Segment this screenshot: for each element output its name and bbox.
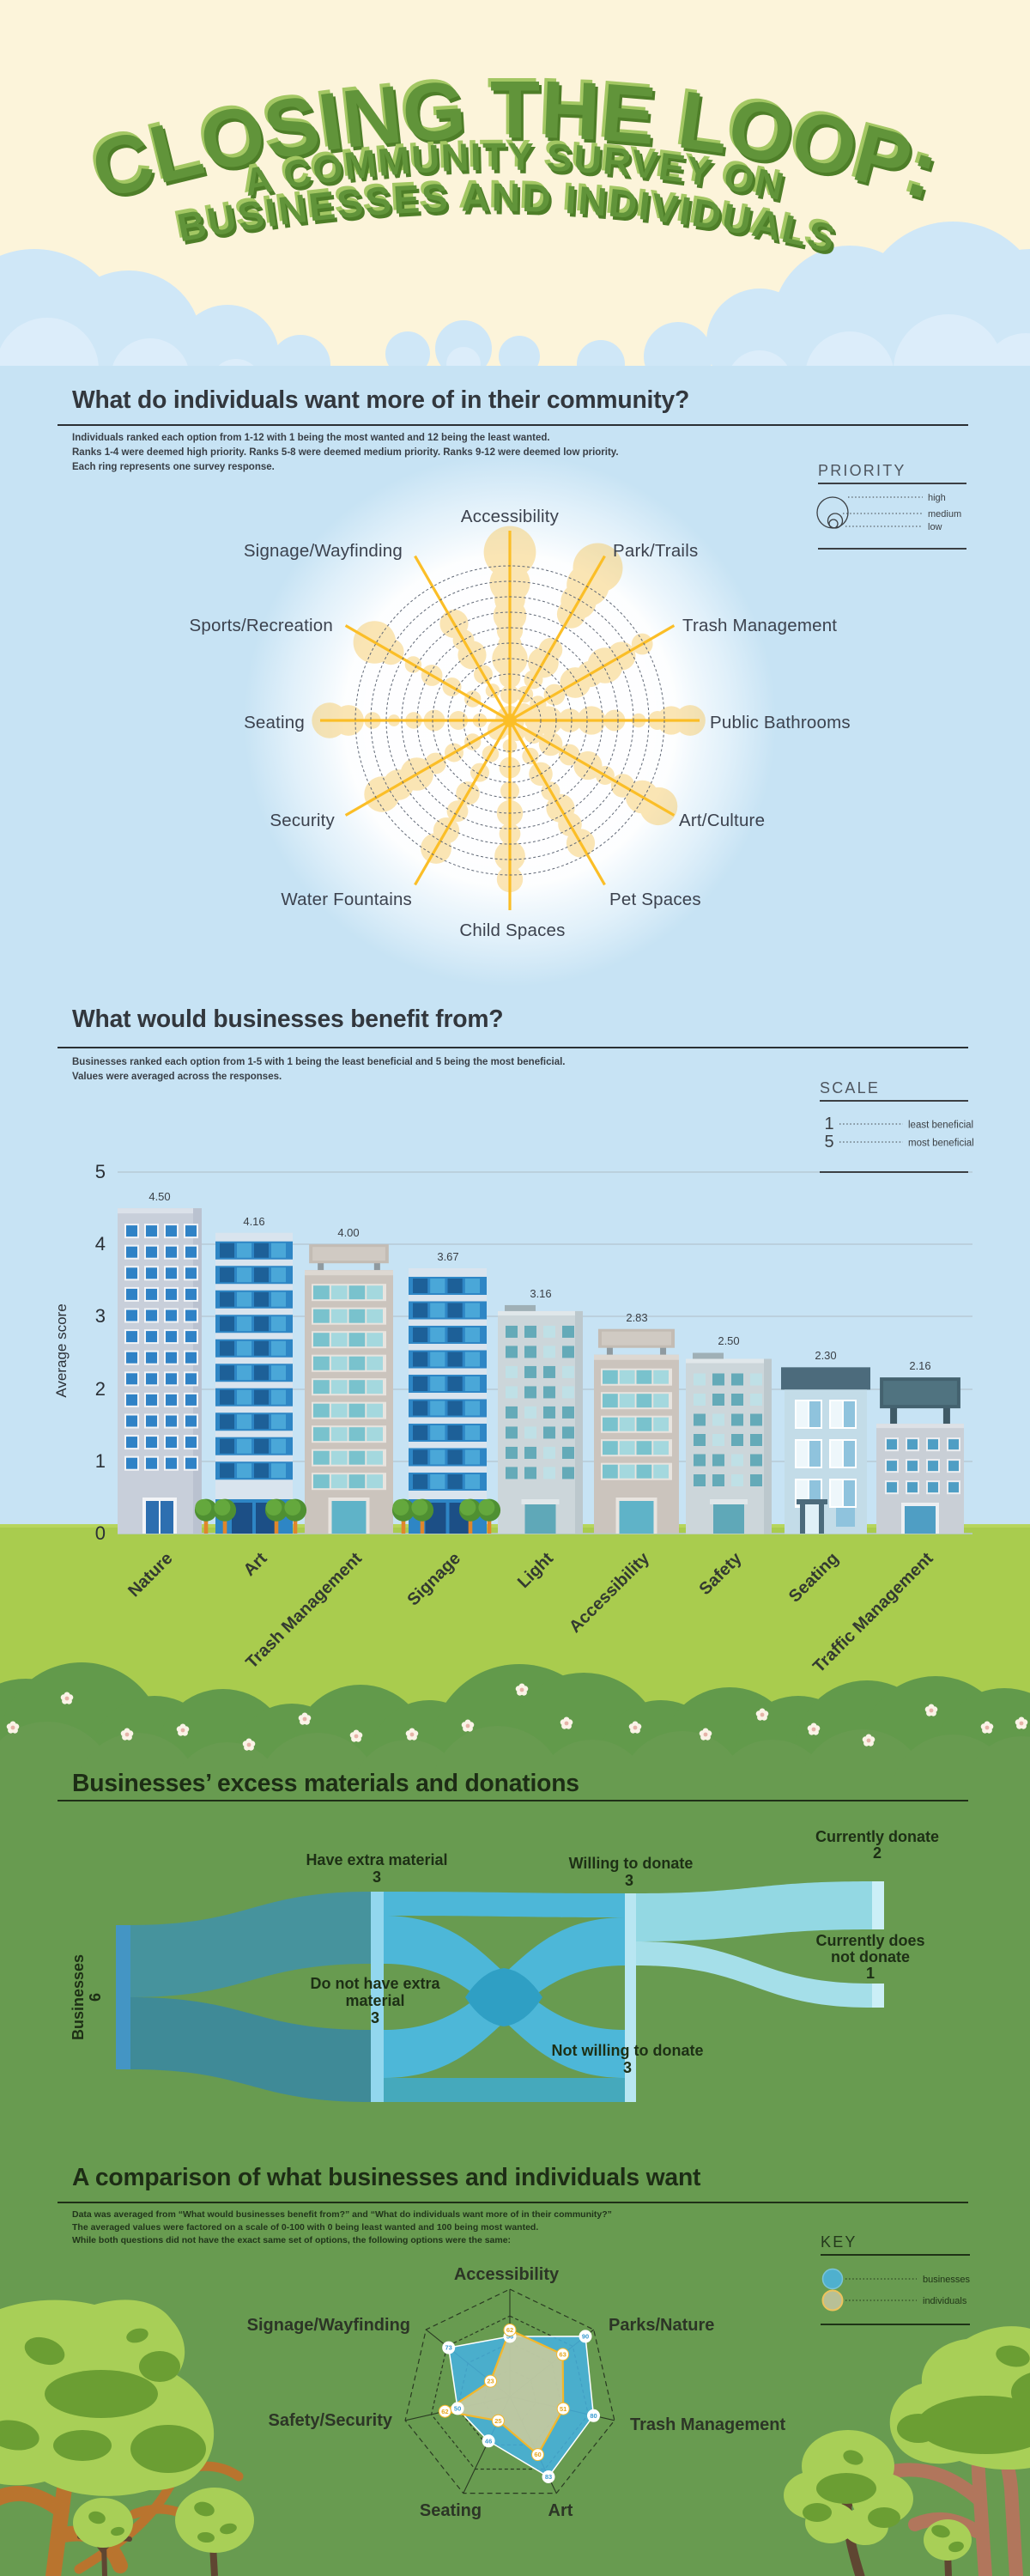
svg-text:PRIORITY: PRIORITY <box>818 462 906 479</box>
svg-text:Park/Trails: Park/Trails <box>613 541 698 561</box>
svg-text:3: 3 <box>625 1872 633 1889</box>
svg-text:2: 2 <box>95 1378 106 1400</box>
svg-text:Pet Spaces: Pet Spaces <box>609 890 701 909</box>
svg-text:50: 50 <box>454 2405 461 2413</box>
svg-text:25: 25 <box>494 2417 501 2425</box>
svg-text:1: 1 <box>95 1450 106 1472</box>
svg-text:Art: Art <box>548 2501 573 2520</box>
svg-text:Signage/Wayfinding: Signage/Wayfinding <box>247 2316 410 2335</box>
svg-text:2: 2 <box>873 1844 882 1862</box>
svg-text:medium: medium <box>928 509 961 519</box>
svg-text:80: 80 <box>590 2412 597 2420</box>
svg-text:83: 83 <box>545 2473 552 2481</box>
svg-text:Accessibility: Accessibility <box>454 2265 560 2284</box>
svg-text:3: 3 <box>373 1868 381 1886</box>
svg-text:4.50: 4.50 <box>148 1190 170 1203</box>
svg-text:businesses: businesses <box>923 2275 971 2285</box>
svg-text:4.16: 4.16 <box>243 1215 264 1228</box>
svg-text:23: 23 <box>487 2378 494 2385</box>
svg-text:high: high <box>928 493 946 503</box>
svg-text:Parks/Nature: Parks/Nature <box>609 2316 714 2335</box>
svg-text:3.67: 3.67 <box>437 1250 458 1263</box>
svg-text:material: material <box>345 1992 404 2009</box>
svg-text:low: low <box>928 522 942 532</box>
svg-text:56: 56 <box>506 2333 513 2341</box>
svg-text:63: 63 <box>559 2351 566 2359</box>
svg-text:3: 3 <box>371 2009 379 2026</box>
svg-text:Trash Management: Trash Management <box>682 616 837 635</box>
svg-text:least beneficial: least beneficial <box>908 1121 973 1131</box>
svg-text:2.83: 2.83 <box>626 1311 647 1324</box>
svg-text:Currently donate: Currently donate <box>815 1828 939 1845</box>
svg-text:Child Spaces: Child Spaces <box>459 920 565 940</box>
svg-text:2.30: 2.30 <box>815 1349 836 1362</box>
svg-text:Public Bathrooms: Public Bathrooms <box>710 713 851 732</box>
svg-text:KEY: KEY <box>821 2233 857 2251</box>
svg-text:Willing to donate: Willing to donate <box>569 1855 694 1872</box>
svg-text:62: 62 <box>506 2326 513 2334</box>
svg-text:Signage/Wayfinding: Signage/Wayfinding <box>244 541 403 561</box>
svg-text:Seating: Seating <box>244 713 305 732</box>
svg-text:3.16: 3.16 <box>530 1287 551 1300</box>
svg-text:Sports/Recreation: Sports/Recreation <box>190 616 333 635</box>
svg-text:Accessibility: Accessibility <box>461 507 560 526</box>
svg-text:1: 1 <box>824 1115 833 1133</box>
svg-text:3: 3 <box>95 1305 106 1327</box>
svg-text:5: 5 <box>95 1161 106 1182</box>
svg-text:6: 6 <box>87 1993 104 2002</box>
svg-text:not donate: not donate <box>831 1948 910 1965</box>
svg-text:Security: Security <box>270 811 335 830</box>
svg-text:Do not have extra: Do not have extra <box>310 1975 440 1992</box>
svg-text:73: 73 <box>445 2344 452 2352</box>
svg-text:Safety/Security: Safety/Security <box>268 2411 392 2430</box>
svg-text:90: 90 <box>582 2333 589 2341</box>
svg-text:Businesses: Businesses <box>70 1954 87 2040</box>
svg-text:Water Fountains: Water Fountains <box>281 890 412 909</box>
svg-text:3: 3 <box>623 2059 632 2076</box>
svg-text:Seating: Seating <box>420 2501 482 2520</box>
svg-text:62: 62 <box>441 2408 448 2415</box>
svg-text:1: 1 <box>866 1965 875 1982</box>
svg-text:individuals: individuals <box>923 2296 967 2306</box>
svg-text:Currently does: Currently does <box>815 1932 924 1949</box>
svg-text:SCALE: SCALE <box>820 1079 880 1097</box>
svg-text:2.16: 2.16 <box>909 1359 930 1372</box>
svg-text:Art/Culture: Art/Culture <box>679 811 765 830</box>
svg-text:Average score: Average score <box>53 1303 70 1397</box>
svg-text:4: 4 <box>95 1233 106 1255</box>
svg-text:60: 60 <box>534 2451 541 2458</box>
svg-text:0: 0 <box>95 1522 106 1544</box>
svg-text:Trash Management: Trash Management <box>630 2415 786 2434</box>
svg-text:Not willing to donate: Not willing to donate <box>552 2042 704 2059</box>
svg-text:2.50: 2.50 <box>718 1334 739 1347</box>
svg-text:46: 46 <box>485 2437 492 2445</box>
svg-text:4.00: 4.00 <box>337 1226 359 1239</box>
svg-text:Have extra material: Have extra material <box>306 1851 447 1868</box>
svg-text:most beneficial: most beneficial <box>908 1139 974 1149</box>
svg-text:51: 51 <box>560 2405 566 2413</box>
svg-text:5: 5 <box>824 1133 833 1151</box>
